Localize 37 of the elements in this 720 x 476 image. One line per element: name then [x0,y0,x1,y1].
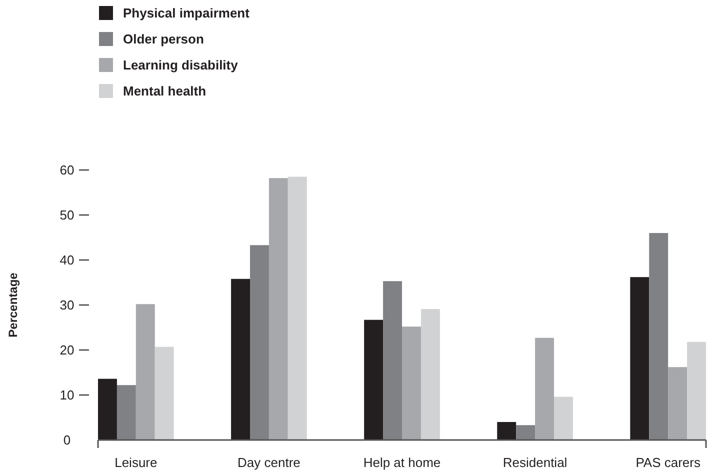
y-tick-label: 20 [60,342,74,358]
bar [554,396,573,440]
bar [136,304,155,440]
bar [98,378,117,440]
bar [116,385,136,440]
y-tick-label: 60 [60,162,74,178]
bar [288,176,307,440]
y-tick-label: 40 [60,252,74,268]
bar [630,277,650,440]
bar [268,178,288,440]
y-tick-label: 30 [60,298,74,313]
bar [250,245,269,440]
legend-label: Learning disability [123,58,239,73]
y-tick-label: 0 [63,432,71,448]
bar [687,342,706,440]
bar [535,338,554,440]
x-tick-label: Residential [502,455,568,470]
y-tick-label: 10 [60,388,74,403]
legend-label: Physical impairment [123,6,250,21]
y-axis-title: Percentage [6,272,20,338]
legend-label: Mental health [123,84,206,99]
x-tick-label: Leisure [114,455,158,470]
bar [231,278,250,440]
bar [516,425,536,440]
bar [497,422,516,440]
x-tick-label: PAS carers [636,455,701,470]
bar [649,233,668,440]
bar [668,367,688,440]
bar [364,320,384,440]
x-tick-label: Day centre [238,455,300,470]
x-tick-label: Help at home [363,455,441,470]
bar [402,326,421,440]
bar [420,309,440,440]
bar [154,346,174,440]
bar [383,281,402,440]
y-tick-label: 50 [60,208,74,223]
legend-label: Older person [123,32,204,47]
